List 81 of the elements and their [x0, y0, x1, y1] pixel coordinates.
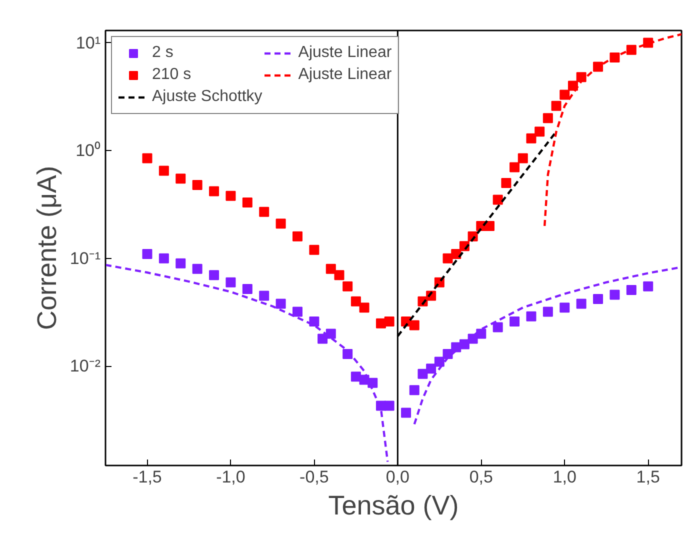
x-tick-label: -1,0: [216, 468, 246, 486]
point: [526, 133, 536, 144]
point: [158, 166, 169, 176]
legend-label: 2 s: [152, 44, 174, 62]
x-tick-label: 1,5: [636, 468, 660, 486]
point: [610, 290, 620, 300]
x-tick-label: -1,5: [132, 468, 162, 486]
point: [192, 180, 202, 190]
point: [309, 244, 320, 255]
y-axis-title: Corrente (μA): [32, 166, 62, 330]
point: [309, 316, 320, 326]
point: [476, 328, 486, 339]
point: [176, 174, 186, 184]
x-axis-title: Tensão (V): [328, 490, 459, 520]
point: [593, 294, 604, 304]
point: [401, 408, 412, 418]
point: [560, 302, 570, 313]
point: [334, 270, 344, 280]
point: [292, 306, 302, 317]
point: [359, 302, 370, 313]
point: [209, 270, 220, 280]
y-tick-label: 10⁰: [76, 141, 101, 160]
point: [576, 298, 586, 309]
point: [484, 220, 494, 231]
point: [242, 198, 252, 208]
point: [560, 90, 570, 100]
point: [142, 153, 152, 164]
legend-label: Ajuste Linear: [298, 44, 392, 62]
x-tick-label: -0,5: [300, 468, 329, 486]
y-tick-label: 10¹: [76, 33, 101, 52]
x-tick-label: 0,5: [469, 468, 493, 486]
point: [350, 372, 361, 382]
y-tick-label: 10⁻¹: [70, 248, 101, 268]
point: [510, 316, 520, 326]
point: [384, 400, 394, 411]
point: [192, 264, 202, 274]
point: [643, 281, 654, 292]
point: [142, 248, 152, 259]
point: [510, 162, 520, 172]
point: [176, 258, 186, 268]
point: [350, 296, 361, 306]
point: [626, 284, 636, 295]
line-series: [543, 33, 682, 228]
point: [551, 100, 562, 111]
x-tick-label: 1,0: [552, 468, 576, 486]
point: [342, 281, 353, 292]
legend-label: Ajuste Linear: [298, 66, 392, 84]
point: [492, 322, 503, 332]
point: [409, 320, 420, 330]
point: [276, 298, 286, 309]
point: [501, 178, 512, 188]
point: [534, 126, 545, 137]
point: [451, 248, 462, 259]
point: [326, 328, 336, 339]
point: [242, 284, 252, 294]
y-tick-label: 10⁻²: [70, 356, 101, 376]
point: [409, 385, 420, 396]
point: [492, 194, 503, 205]
point: [226, 190, 236, 201]
point: [276, 218, 286, 229]
point: [226, 277, 236, 288]
point: [442, 253, 453, 264]
point: [576, 72, 586, 82]
point: [259, 290, 270, 301]
legend-label: Ajuste Schottky: [152, 88, 262, 106]
point: [542, 113, 553, 124]
point: [542, 306, 553, 317]
point: [326, 264, 336, 274]
point: [318, 334, 328, 344]
point: [384, 316, 394, 326]
point: [292, 231, 302, 242]
point: [418, 368, 428, 379]
point: [158, 253, 169, 264]
point: [259, 206, 270, 217]
legend-label: 210 s: [152, 66, 192, 84]
point: [526, 311, 536, 322]
point: [518, 153, 528, 164]
x-tick-label: 0,0: [386, 468, 410, 486]
point: [434, 356, 444, 367]
point: [209, 186, 220, 196]
point: [426, 364, 436, 374]
